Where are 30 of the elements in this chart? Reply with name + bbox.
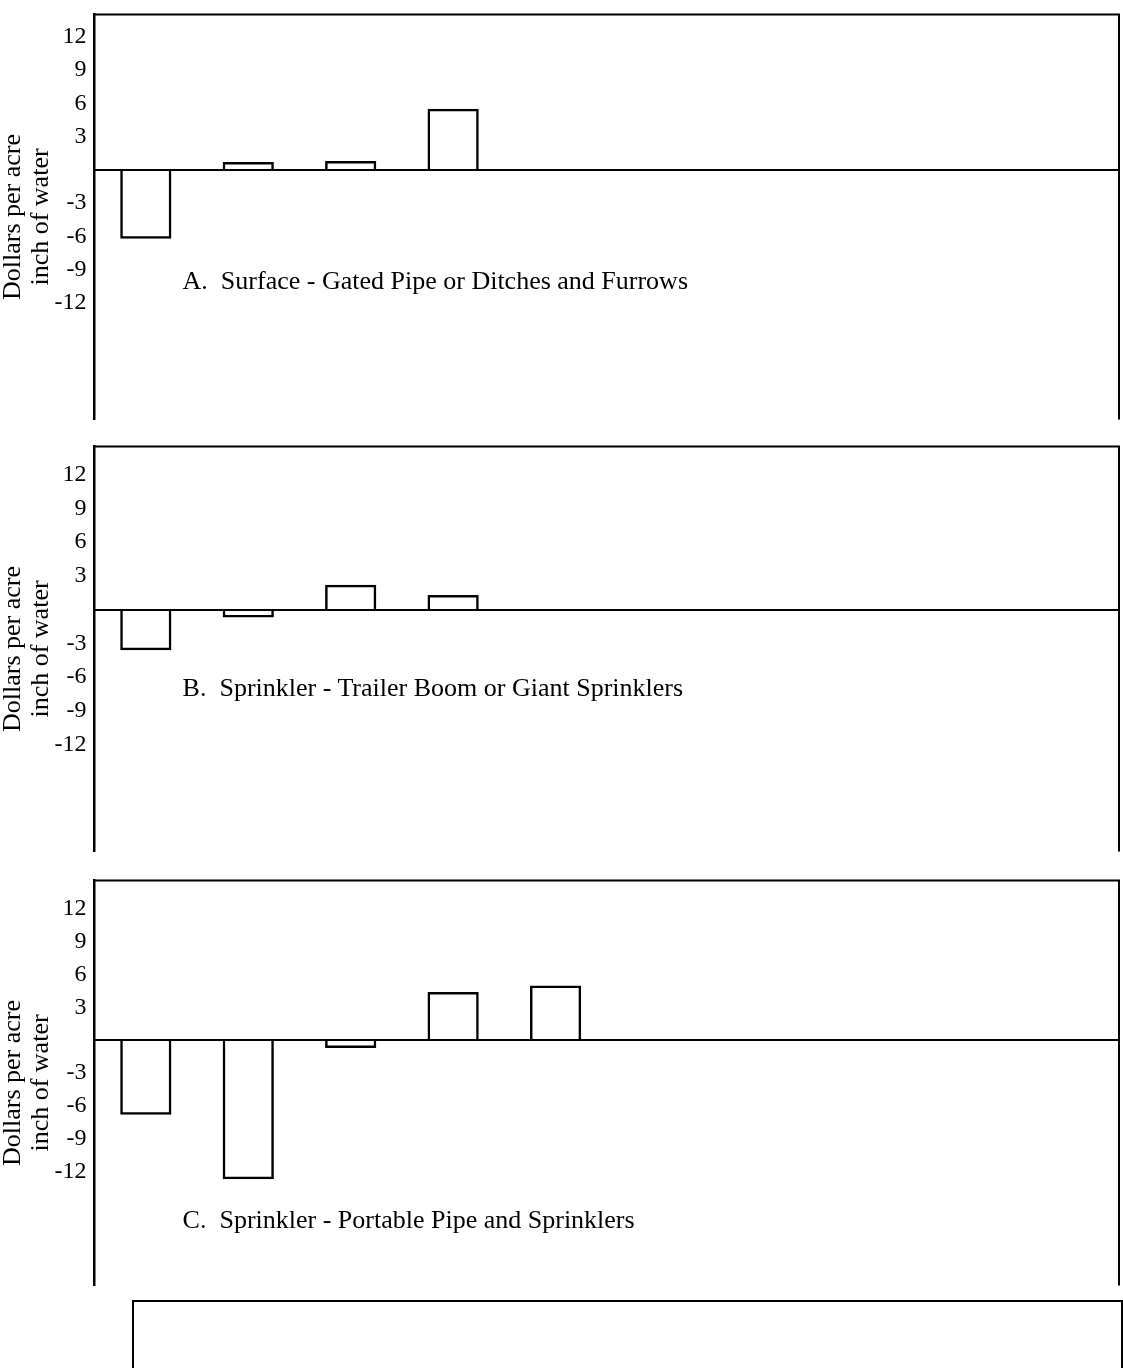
- y-tick-label: 12: [62, 894, 87, 921]
- y-tick-label: 3: [74, 121, 87, 148]
- y-tick-label: -9: [66, 1124, 87, 1151]
- y-tick-label: 9: [74, 927, 87, 954]
- y-tick-label: -6: [66, 1091, 87, 1118]
- y-tick-label: 9: [74, 493, 87, 520]
- y-axis-title: Dollars per acre inch of water: [0, 999, 54, 1167]
- y-tick-label: -12: [54, 1157, 87, 1183]
- y-tick-label: 6: [74, 959, 87, 986]
- y-tick-label: 6: [74, 88, 87, 115]
- y-tick-label: 3: [74, 561, 87, 588]
- y-tick-label: 9: [74, 55, 87, 82]
- y-tick-label: -6: [66, 221, 87, 248]
- y-tick-label: -9: [66, 696, 87, 723]
- y-tick-label: 6: [74, 527, 87, 554]
- y-tick-label: 12: [62, 459, 87, 486]
- y-axis-title: Dollars per acre inch of water: [0, 133, 54, 301]
- y-axis-title: Dollars per acre inch of water: [0, 565, 54, 733]
- y-tick-label: -12: [54, 729, 87, 756]
- text: C. Sprinkler - Portable Pipe and Sprinklers: [182, 1204, 635, 1234]
- text: B. Sprinkler - Trailer Boom or Giant Sprinklers: [182, 673, 684, 703]
- y-tick-label: -12: [54, 288, 87, 315]
- y-tick-label: -3: [66, 1058, 87, 1085]
- y-tick-label: -6: [66, 662, 87, 689]
- y-tick-label: 12: [62, 21, 87, 48]
- y-tick-label: -3: [66, 628, 87, 655]
- y-tick-label: -9: [66, 255, 87, 282]
- text: A. Surface - Gated Pipe or Ditches and Furrows: [182, 265, 689, 295]
- y-tick-label: 3: [74, 992, 87, 1019]
- y-tick-label: -3: [66, 188, 87, 215]
